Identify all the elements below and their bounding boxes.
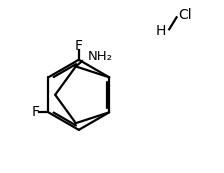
- Text: H: H: [156, 24, 166, 38]
- Text: F: F: [75, 39, 83, 53]
- Text: NH₂: NH₂: [88, 50, 113, 63]
- Text: Cl: Cl: [179, 8, 192, 22]
- Text: F: F: [31, 105, 39, 119]
